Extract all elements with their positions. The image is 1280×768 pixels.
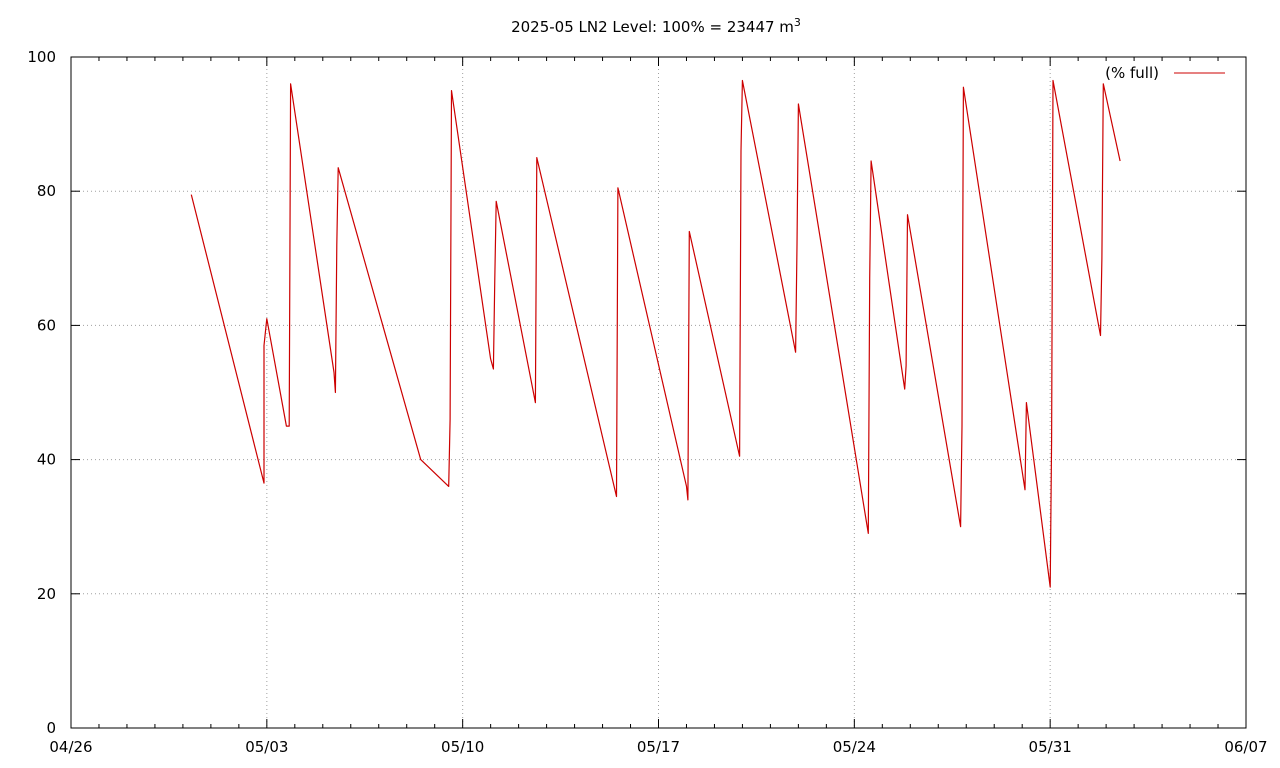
legend-label: (% full) <box>1105 64 1159 82</box>
y-tick-label: 0 <box>46 719 56 737</box>
y-tick-label: 100 <box>27 48 56 66</box>
y-tick-label: 20 <box>37 585 56 603</box>
x-tick-label: 05/31 <box>1029 738 1072 756</box>
y-tick-label: 40 <box>37 451 56 469</box>
x-tick-label: 05/24 <box>833 738 876 756</box>
x-tick-label: 06/07 <box>1224 738 1267 756</box>
axis-ticks <box>70 56 1247 729</box>
x-tick-label: 04/26 <box>49 738 92 756</box>
x-tick-label: 05/17 <box>637 738 680 756</box>
x-tick-label: 05/10 <box>441 738 484 756</box>
series-line-0 <box>190 79 1121 588</box>
y-tick-label: 60 <box>37 316 56 334</box>
chart-title-superscript: 3 <box>794 16 801 29</box>
x-tick-label: 05/03 <box>245 738 288 756</box>
chart-title: 2025-05 LN2 Level: 100% = 23447 m3 <box>511 16 801 36</box>
y-tick-label: 80 <box>37 182 56 200</box>
grid-lines <box>71 57 1246 728</box>
series-line-layer <box>190 79 1121 588</box>
tick-labels: 0 20 40 60 80 100 04/26 05/03 05/10 05/17 05/24 05/… <box>27 48 1267 756</box>
legend: (% full) <box>1105 64 1225 82</box>
